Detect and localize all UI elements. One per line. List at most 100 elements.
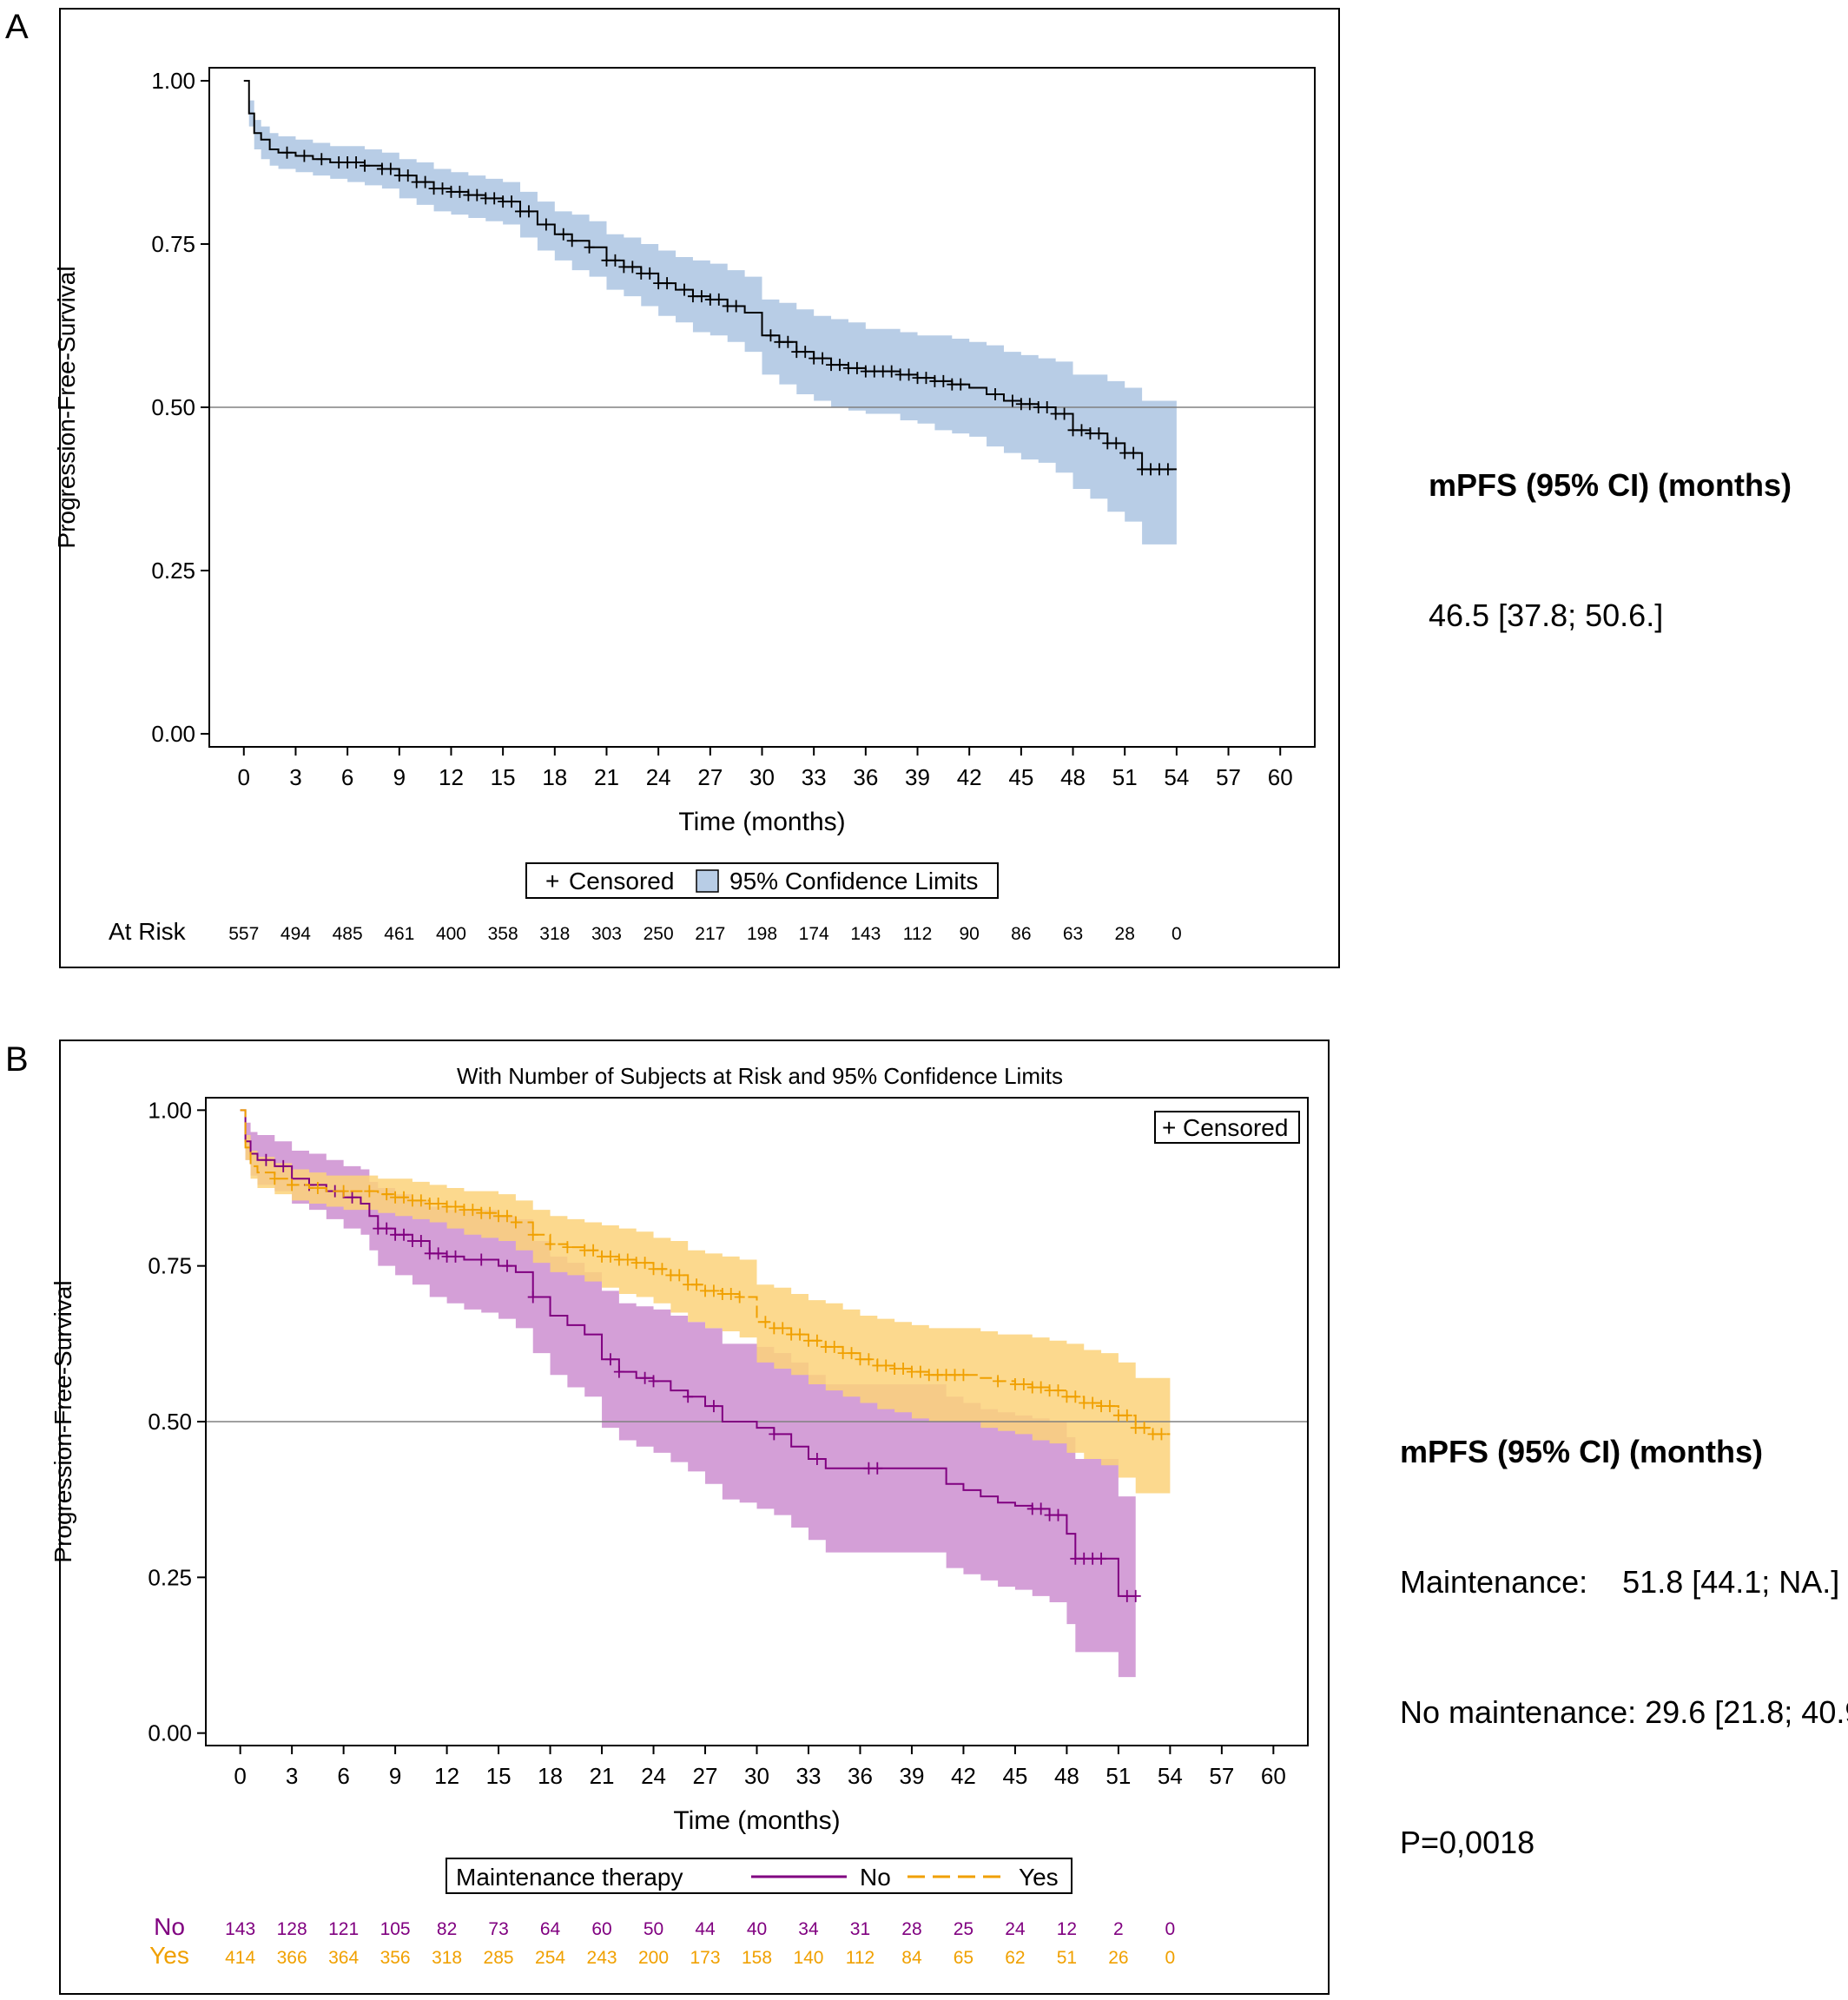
censor-mark [648,1375,659,1388]
panel-b-group-legend: Maintenance therapy No Yes [446,1858,1072,1894]
at-risk-label: At Risk [109,918,187,945]
censor-mark [725,1287,736,1300]
x-tick-label: 18 [538,1763,563,1789]
censor-mark [708,1284,719,1297]
censor-mark [523,205,534,218]
panel-a-plot: 0.000.250.500.751.000 3 6 9 12 15 18 21 24 27 30 33… [53,67,1316,836]
censor-mark [782,335,794,348]
x-tick-label: 42 [951,1763,976,1789]
censor-mark [1006,394,1018,407]
censor-mark [846,1347,857,1360]
censor-mark [312,1182,323,1195]
at-risk-count: 60 [591,1919,611,1939]
censor-mark [381,1222,393,1235]
censor-mark [765,329,776,342]
at-risk-count: 217 [695,924,725,944]
x-tick-label: 45 [1002,1763,1027,1789]
at-risk-count: 34 [798,1919,819,1939]
x-tick-label: 54 [1164,764,1189,790]
x-tick-label: 48 [1054,1763,1079,1789]
censor-marker-icon: + [1162,1114,1176,1141]
at-risk-count: 0 [1165,1948,1176,1968]
censor-mark [558,228,569,241]
censor-mark [450,1250,461,1263]
censor-mark [269,1172,280,1185]
censor-mark [990,387,1001,400]
censor-mark [501,1210,512,1223]
censor-mark [399,1228,410,1241]
censor-mark [489,192,500,205]
panel-b-letter: B [5,1040,29,1079]
at-risk-count: 494 [280,924,311,944]
at-risk-count: 112 [846,1948,874,1968]
x-tick-label: 0 [234,1763,246,1789]
at-risk-count: 366 [277,1948,307,1968]
x-tick-label: 27 [697,764,723,790]
panel-a-legend: + Censored 95% Confidence Limits [525,862,999,899]
censor-mark [958,1369,969,1382]
censor-mark [1138,1422,1150,1435]
at-risk-count: 174 [799,924,829,944]
y-axis-label: Progression-Free-Survival [53,266,80,548]
x-tick-label: 39 [899,1763,924,1789]
at-risk-count: 414 [225,1948,255,1968]
x-tick-label: 48 [1060,764,1086,790]
p-value: P=0,0018 [1400,1825,1535,1860]
panel-b-risk-table: No 143 128 121 105 82 73 64 60 50 44 40 34 31 28 25 24 12… [149,1913,1175,1969]
censor-mark [544,1238,556,1251]
y-tick-label: 1.00 [151,68,195,94]
y-tick-label: 0.50 [151,394,195,420]
at-risk-count: 557 [228,924,259,944]
censor-mark [683,1390,694,1403]
at-risk-count: 364 [328,1948,359,1968]
censor-mark [1156,1428,1167,1441]
at-risk-count: 358 [488,924,518,944]
censor-mark [281,146,293,159]
censor-mark [777,1322,789,1335]
censor-mark [1018,1377,1029,1390]
at-risk-count: 51 [1057,1948,1077,1968]
at-risk-count: 121 [328,1919,359,1939]
censor-mark [338,1185,349,1198]
censor-mark [419,175,431,188]
mpfs-no-maintenance: No maintenance: 29.6 [21.8; 40.9 [1400,1694,1848,1730]
censor-mark [881,1359,892,1372]
x-tick-label: 33 [796,1763,822,1789]
at-risk-count: 485 [333,924,363,944]
at-risk-count: 250 [644,924,674,944]
x-tick-label: 57 [1209,1763,1234,1789]
at-risk-count: 65 [954,1948,974,1968]
at-risk-count: 318 [432,1948,462,1968]
at-risk-count: 400 [436,924,466,944]
censor-mark [485,1206,496,1219]
censor-mark [381,1188,393,1201]
censor-mark [644,267,656,280]
legend-ci-label: 95% Confidence Limits [729,868,978,894]
censor-mark [364,1185,375,1198]
censor-mark [938,374,949,387]
panel-a-letter: A [5,8,29,46]
survival-curve-no [240,1109,1136,1597]
censor-mark [454,185,465,198]
censor-mark [527,1290,538,1304]
censor-mark [828,1340,840,1353]
x-tick-label: 24 [646,764,671,790]
at-risk-count: 12 [1057,1919,1077,1939]
at-risk-count: 200 [638,1948,669,1968]
censor-mark [432,1247,444,1260]
at-risk-count: 318 [539,924,570,944]
x-tick-label: 36 [848,1763,873,1789]
x-tick-label: 60 [1268,764,1293,790]
at-risk-count: 44 [695,1919,716,1939]
x-tick-label: 42 [957,764,982,790]
censor-mark [1104,1400,1115,1413]
censor-mark [708,1400,719,1413]
censor-mark [800,346,811,359]
censor-mark [835,359,846,372]
censor-mark [886,365,897,378]
censor-mark [674,1269,685,1282]
at-risk-count: 90 [960,924,980,944]
at-risk-count: 461 [384,924,414,944]
x-tick-label: 36 [853,764,878,790]
